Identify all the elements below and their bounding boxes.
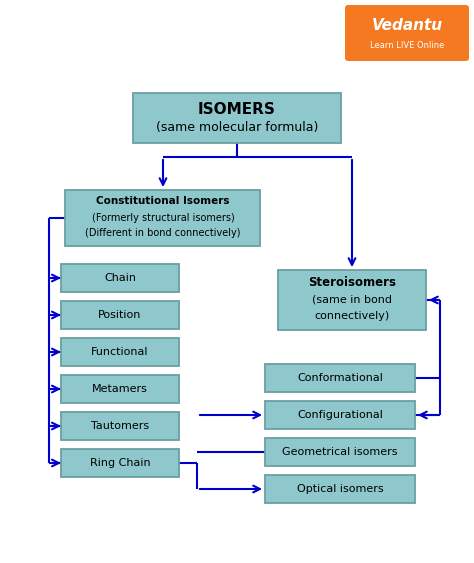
FancyBboxPatch shape bbox=[61, 449, 179, 477]
Text: (Formerly structural isomers): (Formerly structural isomers) bbox=[91, 213, 234, 223]
FancyBboxPatch shape bbox=[345, 5, 469, 61]
Text: Metamers: Metamers bbox=[92, 384, 148, 394]
FancyBboxPatch shape bbox=[61, 338, 179, 366]
Text: Learn LIVE Online: Learn LIVE Online bbox=[370, 41, 444, 50]
Text: Ring Chain: Ring Chain bbox=[90, 458, 150, 468]
Text: ISOMERS: ISOMERS bbox=[198, 102, 276, 118]
Text: Geometrical isomers: Geometrical isomers bbox=[282, 447, 398, 457]
Text: Vedantu: Vedantu bbox=[372, 19, 443, 34]
Text: Conformational: Conformational bbox=[297, 373, 383, 383]
Text: (same molecular formula): (same molecular formula) bbox=[156, 122, 318, 135]
FancyBboxPatch shape bbox=[278, 270, 426, 330]
Text: Steroisomers: Steroisomers bbox=[308, 276, 396, 289]
Text: Functional: Functional bbox=[91, 347, 149, 357]
Text: Configurational: Configurational bbox=[297, 410, 383, 420]
Text: connectively): connectively) bbox=[314, 311, 390, 321]
FancyBboxPatch shape bbox=[61, 301, 179, 329]
Text: Tautomers: Tautomers bbox=[91, 421, 149, 431]
Text: Position: Position bbox=[98, 310, 142, 320]
Text: Chain: Chain bbox=[104, 273, 136, 283]
Text: (Different in bond connectively): (Different in bond connectively) bbox=[85, 228, 241, 238]
FancyBboxPatch shape bbox=[65, 190, 261, 246]
FancyBboxPatch shape bbox=[265, 475, 415, 503]
FancyBboxPatch shape bbox=[265, 364, 415, 392]
FancyBboxPatch shape bbox=[265, 401, 415, 429]
FancyBboxPatch shape bbox=[133, 93, 341, 143]
FancyBboxPatch shape bbox=[265, 438, 415, 466]
FancyBboxPatch shape bbox=[61, 264, 179, 292]
Text: (same in bond: (same in bond bbox=[312, 295, 392, 305]
Text: Constitutional Isomers: Constitutional Isomers bbox=[96, 196, 230, 206]
FancyBboxPatch shape bbox=[61, 412, 179, 440]
FancyBboxPatch shape bbox=[61, 375, 179, 403]
Text: Optical isomers: Optical isomers bbox=[297, 484, 383, 494]
